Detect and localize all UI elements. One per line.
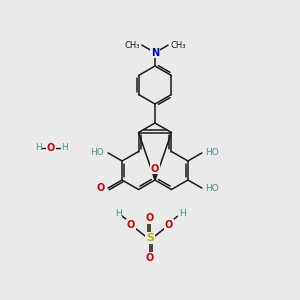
Text: H: H — [115, 208, 122, 217]
Text: O: O — [127, 220, 135, 230]
Text: O: O — [146, 253, 154, 263]
Text: H: H — [61, 143, 68, 152]
Text: H: H — [178, 208, 185, 217]
Text: O: O — [151, 164, 159, 174]
Text: H: H — [34, 143, 41, 152]
Text: S: S — [146, 233, 154, 243]
Text: HO: HO — [90, 148, 104, 158]
Text: O: O — [97, 183, 105, 193]
Text: HO: HO — [205, 148, 219, 158]
Text: O: O — [146, 213, 154, 223]
Text: O: O — [47, 143, 55, 153]
Text: N: N — [151, 48, 159, 58]
Text: CH₃: CH₃ — [124, 40, 140, 50]
Text: CH₃: CH₃ — [170, 40, 186, 50]
Text: HO: HO — [205, 184, 219, 193]
Text: O: O — [165, 220, 173, 230]
